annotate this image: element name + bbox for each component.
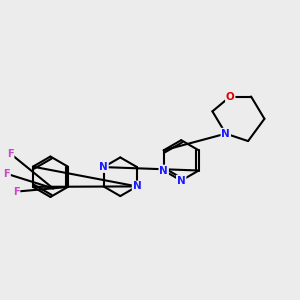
Text: N: N: [221, 129, 230, 139]
Text: N: N: [159, 166, 168, 176]
Text: N: N: [177, 176, 186, 186]
Text: F: F: [13, 187, 20, 196]
Text: O: O: [226, 92, 235, 101]
Text: N: N: [99, 162, 108, 172]
Text: N: N: [133, 182, 141, 191]
Text: F: F: [3, 169, 10, 179]
Text: F: F: [7, 148, 14, 159]
